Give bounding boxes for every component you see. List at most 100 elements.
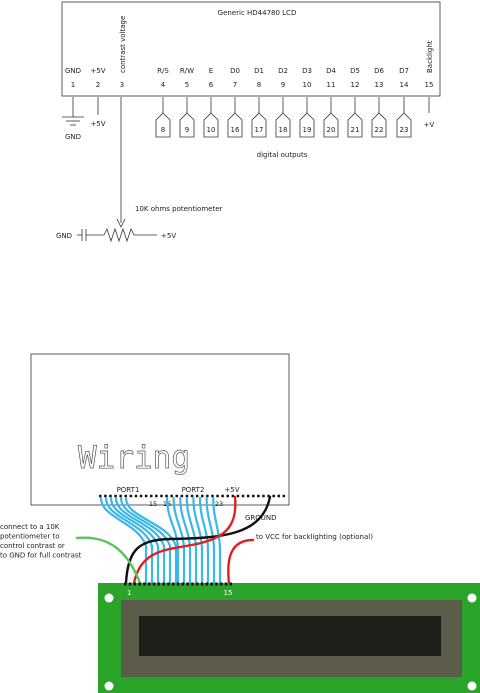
- pin-label: D1: [254, 67, 264, 75]
- output-number: 20: [327, 126, 336, 134]
- data-wire: [179, 496, 192, 585]
- output-number: 23: [400, 126, 409, 134]
- data-wire: [205, 496, 216, 585]
- data-wire: [165, 496, 180, 585]
- pin-number: 13: [375, 81, 384, 89]
- pin-label: E: [209, 67, 213, 75]
- gnd-label: GND: [65, 133, 81, 141]
- power-wire: [132, 495, 237, 585]
- pin-label: R/W: [180, 67, 194, 75]
- potentiometer: [77, 227, 157, 243]
- pin-number: 12: [351, 81, 360, 89]
- output-tags: 8 9 10 16 17 18 19 20 21 22 23: [155, 112, 412, 138]
- contrast-note-line: control contrast or: [0, 542, 65, 550]
- pin-number: 4: [161, 81, 166, 89]
- output-number: 22: [375, 126, 384, 134]
- pin-number: 8: [257, 81, 261, 89]
- mount-hole: [467, 681, 477, 691]
- data-wire: [192, 496, 204, 585]
- contrast-note-line: potentiometer to: [0, 533, 60, 541]
- pin-number: 15: [425, 81, 434, 89]
- data-wire: [198, 496, 210, 585]
- pin-numbers: 1 2 3 4 5 6 7 8 9 10 11 12 13 14 15: [71, 81, 434, 89]
- output-tag: [227, 112, 243, 138]
- output-number: 8: [161, 126, 165, 134]
- pin-label: +5V: [90, 67, 105, 75]
- pin-number: 14: [400, 81, 409, 89]
- pin-label: D0: [230, 67, 240, 75]
- board-logo: Wiring: [78, 440, 190, 476]
- plus-v-label: +V: [424, 121, 435, 129]
- data-wire: [119, 496, 172, 585]
- data-wire: [99, 496, 148, 585]
- digital-outputs-label: digital outputs: [257, 151, 308, 159]
- output-tag: [203, 112, 219, 138]
- pin-label: GND: [65, 67, 81, 75]
- output-number: 18: [279, 126, 288, 134]
- pot-5v-label: +5V: [161, 232, 176, 240]
- ground-symbol: [62, 116, 84, 126]
- data-wire: [172, 496, 186, 585]
- lcd-screen: [139, 616, 441, 656]
- plus5v-label: +5V: [90, 120, 105, 128]
- output-number: 9: [185, 126, 189, 134]
- pin-label: Backlight: [426, 40, 434, 73]
- pin-number: 6: [209, 81, 214, 89]
- pin-label: D7: [399, 67, 409, 75]
- pin-label: D3: [302, 67, 312, 75]
- mount-hole: [467, 593, 477, 603]
- output-tag: [179, 112, 195, 138]
- output-tag: [155, 112, 171, 138]
- pin-label: R/S: [157, 67, 169, 75]
- schematic-section: Generic HD44780 LCD GND +5V contrast volta…: [56, 1, 441, 243]
- output-tag: [323, 112, 339, 138]
- pin-leads: [72, 97, 430, 117]
- backlight-note: to VCC for backlighting (optional): [256, 533, 373, 541]
- contrast-wire: [75, 536, 142, 585]
- lcd-title: Generic HD44780 LCD: [218, 9, 297, 17]
- pin-number: 1: [71, 81, 75, 89]
- output-tag: [396, 112, 412, 138]
- output-number: 10: [207, 126, 216, 134]
- ground-wire: [124, 495, 272, 585]
- wiring-section: Wiring PORT1 PORT2 +5V 15 16 23 GROUND c…: [0, 353, 480, 693]
- pin-label: D4: [326, 67, 336, 75]
- output-tag: [299, 112, 315, 138]
- data-wire: [114, 496, 166, 585]
- data-wire: [124, 496, 178, 585]
- pot-label: 10K ohms potentiometer: [135, 205, 222, 213]
- output-tag: [251, 112, 267, 138]
- lcd-schematic-box: [61, 1, 441, 97]
- pin-number: 10: [303, 81, 312, 89]
- contrast-note-line: to GND for full contrast: [0, 552, 82, 560]
- pin-number: 7: [233, 81, 237, 89]
- data-wire: [185, 496, 198, 585]
- output-number: 16: [231, 126, 240, 134]
- output-tag: [347, 112, 363, 138]
- pin-label: D5: [350, 67, 360, 75]
- pin-labels: GND +5V contrast voltage R/S R/W E D0 D1 D2 D3 D4 D…: [65, 16, 434, 75]
- data-wire: [104, 496, 154, 585]
- plus5v-pin-label: +5V: [224, 486, 239, 494]
- wires: [75, 495, 272, 585]
- pin-label: contrast voltage: [119, 16, 127, 73]
- output-tag: [371, 112, 387, 138]
- pin-number: 9: [281, 81, 285, 89]
- wiper-arrow: [116, 218, 126, 228]
- port1-label: PORT1: [117, 486, 140, 494]
- output-number: 19: [303, 126, 312, 134]
- lcd-pin-15-label: 15: [224, 589, 233, 597]
- port2-label: PORT2: [182, 486, 205, 494]
- output-number: 21: [351, 126, 360, 134]
- pin-number: 2: [96, 81, 100, 89]
- wiring-board: [30, 353, 290, 506]
- contrast-note-line: connect to a 10K: [0, 523, 60, 531]
- backlight-wire: [227, 538, 255, 585]
- output-number: 17: [255, 126, 264, 134]
- output-tag: [275, 112, 291, 138]
- pin-15-label: 15: [149, 500, 157, 508]
- mount-hole: [104, 681, 114, 691]
- contrast-note: connect to a 10K potentiometer to control …: [0, 523, 82, 560]
- pot-gnd-label: GND: [56, 232, 72, 240]
